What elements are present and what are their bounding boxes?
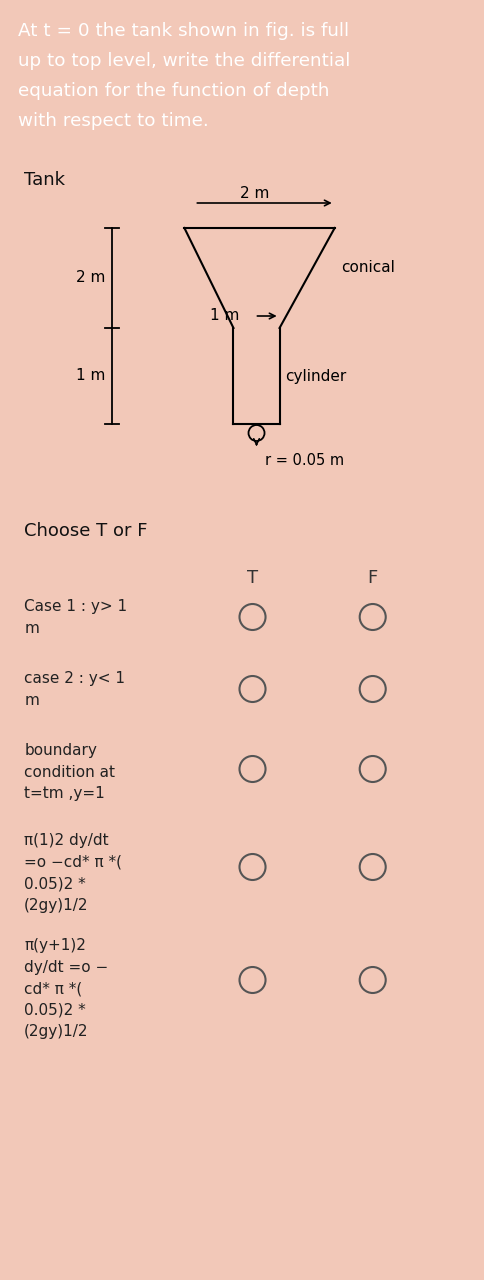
Text: Choose T or F: Choose T or F	[24, 522, 147, 540]
Text: equation for the function of depth: equation for the function of depth	[18, 82, 329, 100]
Text: up to top level, write the differential: up to top level, write the differential	[18, 52, 349, 70]
Text: Case 1 : y> 1
m: Case 1 : y> 1 m	[24, 599, 127, 636]
Text: 1 m: 1 m	[210, 308, 239, 324]
Text: cylinder: cylinder	[285, 369, 346, 384]
Text: π(y+1)2
dy/dt =o −
cd* π *(
0.05)2 *
(2gy)1/2: π(y+1)2 dy/dt =o − cd* π *( 0.05)2 * (2g…	[24, 938, 108, 1039]
Text: case 2 : y< 1
m: case 2 : y< 1 m	[24, 671, 125, 708]
Text: boundary
condition at
t=tm ,y=1: boundary condition at t=tm ,y=1	[24, 742, 115, 801]
Text: F: F	[367, 570, 377, 588]
Text: π(1)2 dy/dt
=o −cd* π *(
0.05)2 *
(2gy)1/2: π(1)2 dy/dt =o −cd* π *( 0.05)2 * (2gy)1…	[24, 833, 122, 913]
Text: 2 m: 2 m	[76, 270, 105, 285]
Text: 1 m: 1 m	[76, 369, 105, 384]
Text: At t = 0 the tank shown in fig. is full: At t = 0 the tank shown in fig. is full	[18, 22, 348, 40]
Text: 2 m: 2 m	[239, 186, 269, 201]
Text: with respect to time.: with respect to time.	[18, 111, 208, 131]
Text: Tank: Tank	[24, 172, 65, 189]
Text: T: T	[246, 570, 257, 588]
Text: conical: conical	[340, 261, 393, 275]
Text: r = 0.05 m: r = 0.05 m	[264, 453, 343, 468]
